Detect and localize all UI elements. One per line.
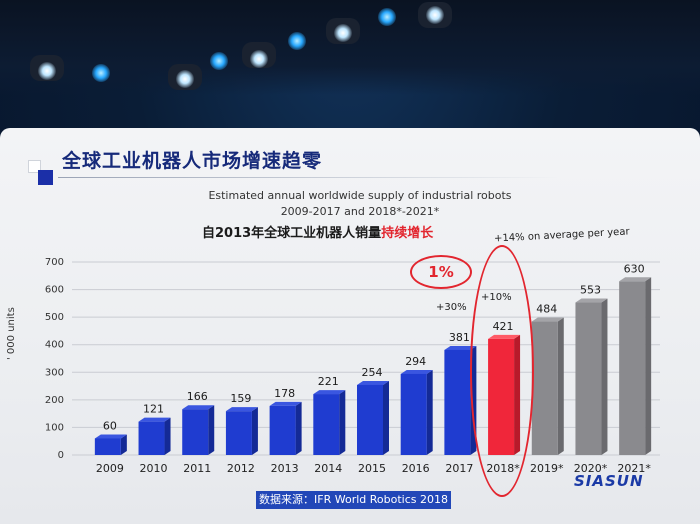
headline-prefix: 自2013年全球工业机器人销量: [202, 226, 382, 241]
bar-side: [557, 317, 564, 455]
x-tick-label: 2011: [183, 462, 211, 475]
y-tick-label: 0: [58, 450, 64, 461]
x-tick-label: 2012: [227, 462, 255, 475]
x-tick-label: 2009: [96, 462, 124, 475]
bar: [357, 384, 383, 455]
spotlight-icon: [250, 50, 268, 68]
source-note: 数据来源：IFR World Robotics 2018: [256, 491, 451, 509]
bar-top: [225, 407, 258, 412]
bar-side: [426, 369, 433, 455]
bar: [400, 373, 427, 455]
bar-top: [400, 369, 433, 374]
x-tick-label: 2015: [358, 462, 386, 475]
y-tick-label: 600: [45, 285, 64, 296]
bar: [619, 281, 646, 455]
bar: [313, 394, 340, 455]
bar-side: [601, 298, 608, 455]
chart-subtitle-line1: Estimated annual worldwide supply of ind…: [208, 189, 512, 202]
spotlight-icon: [426, 6, 444, 24]
data-label: 178: [274, 387, 295, 400]
x-tick-label: 2010: [140, 462, 168, 475]
bar: [269, 405, 296, 455]
growth-label-2017: +30%: [436, 302, 467, 313]
data-label: 294: [405, 355, 426, 368]
data-label: 166: [187, 390, 208, 403]
spotlight-icon: [378, 8, 396, 26]
data-label: 630: [624, 262, 645, 275]
spotlight-icon: [38, 62, 56, 80]
bar-side: [339, 390, 346, 455]
data-label: 484: [536, 303, 557, 316]
title-square-icon: [38, 170, 53, 185]
data-label: 381: [449, 331, 470, 344]
data-label: 60: [103, 419, 117, 432]
highlight-badge: 1%: [410, 255, 472, 289]
spotlight-icon: [92, 64, 110, 82]
bar-top: [94, 434, 127, 439]
spotlight-icon: [288, 32, 306, 50]
y-tick-label: 700: [45, 257, 64, 268]
data-label: 221: [318, 375, 339, 388]
bar-top: [138, 417, 171, 422]
bar-top: [575, 298, 608, 303]
y-tick-label: 100: [45, 422, 64, 433]
bar-side: [120, 434, 127, 455]
company-logo: SIASUN: [574, 472, 644, 490]
slide-title: 全球工业机器人市场增速趋零: [62, 150, 323, 172]
bar-top: [444, 345, 477, 350]
stage-lights: [0, 0, 700, 95]
bar: [531, 321, 558, 455]
bar-top: [619, 277, 652, 282]
bar-side: [295, 401, 302, 455]
x-tick-label: 2019*: [530, 462, 564, 475]
bar-side: [645, 277, 652, 455]
x-tick-label: 2017: [445, 462, 473, 475]
bar-side: [208, 405, 215, 455]
y-tick-label: 300: [45, 367, 64, 378]
bar-top: [269, 401, 302, 406]
bar: [182, 409, 209, 455]
bar-top: [182, 405, 215, 410]
chart-headline: 自2013年全球工业机器人销量持续增长: [202, 222, 433, 241]
chart-subtitle-line2: 2009-2017 and 2018*-2021*: [280, 205, 440, 218]
bar-top: [313, 390, 346, 395]
highlight-ellipse: [470, 245, 534, 497]
data-label: 121: [143, 403, 164, 416]
bar-top: [531, 317, 564, 322]
bar: [94, 438, 121, 455]
x-tick-label: 2013: [271, 462, 299, 475]
spotlight-icon: [334, 24, 352, 42]
bar-side: [383, 380, 389, 455]
headline-highlight: 持续增长: [381, 226, 434, 241]
bar: [444, 349, 471, 455]
title-square-icon: [28, 160, 41, 173]
bar-top: [357, 380, 389, 385]
bar-side: [251, 407, 258, 455]
data-label: 553: [580, 284, 601, 297]
y-tick-label: 200: [45, 395, 64, 406]
bar: [575, 302, 602, 455]
bar-side: [164, 417, 171, 455]
y-tick-label: 400: [45, 340, 64, 351]
data-label: 254: [362, 366, 383, 379]
title-underline: [58, 177, 558, 178]
bar: [225, 411, 252, 455]
x-tick-label: 2021*: [617, 462, 651, 475]
x-tick-label: 2014: [314, 462, 342, 475]
bar: [138, 421, 165, 455]
y-tick-label: 500: [45, 312, 64, 323]
spotlight-icon: [176, 70, 194, 88]
x-tick-label: 2020*: [574, 462, 608, 475]
spotlight-icon: [210, 52, 228, 70]
x-tick-label: 2016: [402, 462, 430, 475]
data-label: 159: [230, 392, 251, 405]
